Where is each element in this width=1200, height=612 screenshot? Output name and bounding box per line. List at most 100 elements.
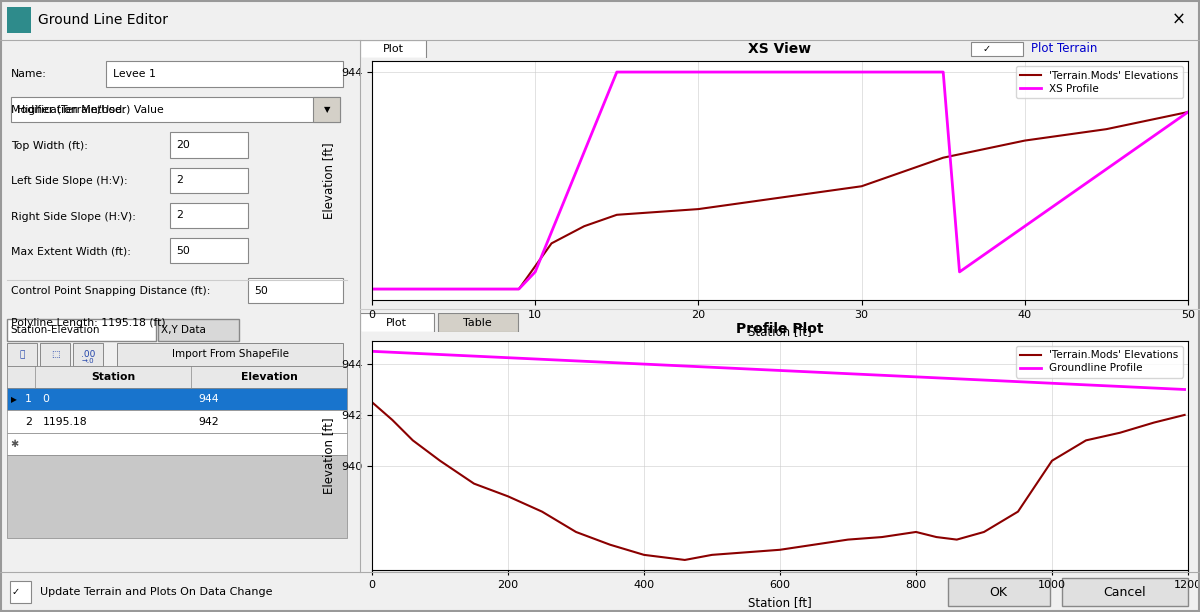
Text: Ground Line Editor: Ground Line Editor	[38, 13, 168, 27]
Text: Import From ShapeFile: Import From ShapeFile	[172, 349, 289, 359]
Y-axis label: Elevation [ft]: Elevation [ft]	[323, 417, 335, 494]
Text: Station-Elevation: Station-Elevation	[11, 325, 100, 335]
'Terrain.Mods' Elevations	[678, 556, 692, 564]
'Terrain.Mods' Elevations	[691, 206, 706, 213]
Text: 0: 0	[42, 394, 49, 404]
'Terrain.Mods' Elevations	[406, 437, 420, 444]
Text: Plot: Plot	[386, 318, 407, 327]
Text: 1: 1	[25, 394, 32, 404]
'Terrain.Mods' Elevations	[929, 534, 943, 541]
'Terrain.Mods' Elevations	[806, 541, 821, 548]
X-axis label: Station [ft]: Station [ft]	[748, 325, 812, 338]
Text: 1195.18: 1195.18	[42, 417, 88, 427]
Text: 942: 942	[198, 417, 218, 427]
'Terrain.Mods' Elevations	[977, 528, 991, 536]
FancyBboxPatch shape	[247, 278, 343, 304]
Text: Table: Table	[463, 318, 492, 327]
Text: Elevation: Elevation	[241, 372, 298, 382]
Text: Right Side Slope (H:V):: Right Side Slope (H:V):	[11, 212, 136, 222]
Text: 20: 20	[176, 140, 190, 150]
Line: XS Profile: XS Profile	[372, 72, 1188, 289]
FancyBboxPatch shape	[170, 168, 247, 193]
FancyBboxPatch shape	[7, 343, 37, 365]
FancyBboxPatch shape	[438, 313, 517, 332]
FancyBboxPatch shape	[971, 42, 1024, 56]
FancyBboxPatch shape	[157, 319, 239, 341]
Legend: 'Terrain.Mods' Elevations, XS Profile: 'Terrain.Mods' Elevations, XS Profile	[1016, 67, 1183, 98]
Text: Higher (Terrain/User) Value: Higher (Terrain/User) Value	[17, 105, 163, 114]
Text: Name:: Name:	[11, 69, 47, 80]
'Terrain.Mods' Elevations	[535, 508, 550, 515]
FancyBboxPatch shape	[360, 313, 433, 332]
'Terrain.Mods' Elevations	[602, 541, 617, 548]
FancyBboxPatch shape	[360, 40, 426, 58]
Text: ✱: ✱	[11, 439, 19, 449]
Legend: 'Terrain.Mods' Elevations, Groundline Profile: 'Terrain.Mods' Elevations, Groundline Pr…	[1016, 346, 1183, 378]
X-axis label: Station [ft]: Station [ft]	[748, 595, 812, 609]
FancyBboxPatch shape	[170, 238, 247, 263]
FancyBboxPatch shape	[948, 578, 1050, 606]
'Terrain.Mods' Elevations	[875, 534, 889, 541]
FancyBboxPatch shape	[10, 581, 31, 603]
'Terrain.Mods' Elevations	[841, 536, 856, 543]
'Terrain.Mods' Elevations	[385, 416, 400, 424]
FancyBboxPatch shape	[73, 343, 103, 365]
Text: 2: 2	[25, 417, 32, 427]
Text: Left Side Slope (H:V):: Left Side Slope (H:V):	[11, 176, 127, 187]
Text: OK: OK	[989, 586, 1008, 599]
FancyBboxPatch shape	[170, 132, 247, 158]
Text: →.0: →.0	[82, 358, 95, 364]
FancyBboxPatch shape	[40, 343, 70, 365]
Line: 'Terrain.Mods' Elevations: 'Terrain.Mods' Elevations	[372, 402, 1184, 560]
'Terrain.Mods' Elevations	[1147, 419, 1162, 426]
Bar	[7, 7, 31, 32]
Text: X,Y Data: X,Y Data	[161, 325, 206, 335]
'Terrain.Mods' Elevations	[511, 285, 526, 293]
'Terrain.Mods' Elevations	[1079, 437, 1093, 444]
'Terrain.Mods' Elevations	[467, 480, 481, 487]
FancyBboxPatch shape	[7, 388, 347, 411]
Text: Cancel: Cancel	[1103, 586, 1146, 599]
XS Profile	[773, 69, 787, 76]
Text: ⬚: ⬚	[50, 350, 59, 359]
'Terrain.Mods' Elevations	[773, 194, 787, 201]
Text: 944: 944	[198, 394, 218, 404]
'Terrain.Mods' Elevations	[908, 528, 923, 536]
Text: ▶: ▶	[11, 395, 17, 404]
XS Profile	[936, 69, 950, 76]
Text: ✓: ✓	[983, 44, 991, 54]
Text: 50: 50	[176, 245, 190, 256]
Text: ▼: ▼	[324, 105, 330, 114]
Text: ×: ×	[1171, 11, 1186, 29]
Text: Update Terrain and Plots On Data Change: Update Terrain and Plots On Data Change	[40, 587, 272, 597]
Text: Max Extent Width (ft):: Max Extent Width (ft):	[11, 247, 131, 256]
Text: Control Point Snapping Distance (ft):: Control Point Snapping Distance (ft):	[11, 286, 210, 296]
FancyBboxPatch shape	[170, 203, 247, 228]
Title: Profile Plot: Profile Plot	[737, 321, 823, 335]
Text: 2: 2	[176, 176, 184, 185]
'Terrain.Mods' Elevations	[365, 285, 379, 293]
'Terrain.Mods' Elevations	[704, 551, 719, 559]
'Terrain.Mods' Elevations	[433, 457, 448, 465]
FancyBboxPatch shape	[7, 455, 347, 537]
'Terrain.Mods' Elevations	[773, 546, 787, 553]
XS Profile	[511, 285, 526, 293]
'Terrain.Mods' Elevations	[500, 493, 515, 500]
Text: 2: 2	[176, 211, 184, 220]
FancyBboxPatch shape	[7, 433, 347, 455]
Text: Levee 1: Levee 1	[113, 69, 156, 79]
Line: 'Terrain.Mods' Elevations: 'Terrain.Mods' Elevations	[372, 112, 1188, 289]
'Terrain.Mods' Elevations	[1010, 508, 1025, 515]
Text: Modification Method:: Modification Method:	[11, 105, 126, 115]
Title: XS View: XS View	[749, 42, 811, 56]
Text: .00: .00	[80, 350, 95, 359]
XS Profile	[610, 69, 624, 76]
'Terrain.Mods' Elevations	[610, 211, 624, 218]
'Terrain.Mods' Elevations	[949, 536, 964, 543]
Text: Station: Station	[91, 372, 136, 382]
'Terrain.Mods' Elevations	[1112, 429, 1127, 436]
'Terrain.Mods' Elevations	[1099, 125, 1114, 133]
Text: 50: 50	[254, 286, 268, 296]
Text: Top Width (ft):: Top Width (ft):	[11, 141, 88, 151]
Text: ⧉: ⧉	[19, 350, 25, 359]
